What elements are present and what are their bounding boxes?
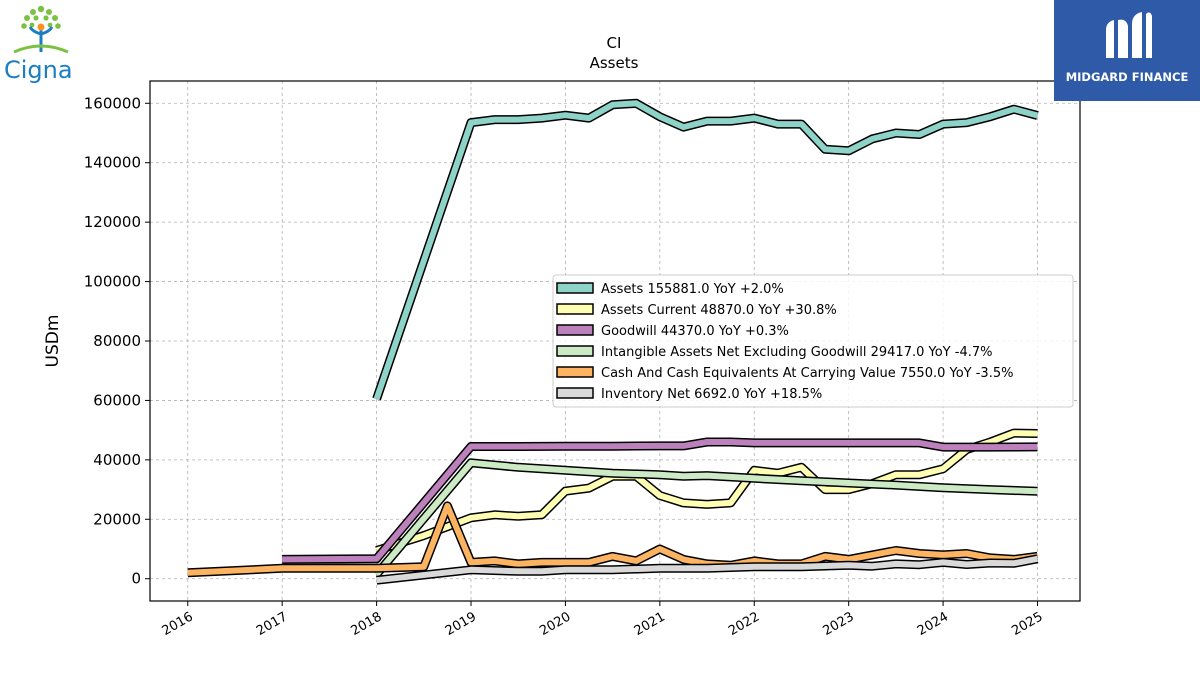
series-core xyxy=(374,459,1038,577)
x-tick-label: 2019 xyxy=(443,609,479,639)
midgard-logo-text: MIDGARD FINANCE xyxy=(1065,70,1189,84)
legend-entry: Goodwill 44370.0 YoY +0.3% xyxy=(601,324,789,339)
chart-subtitle: Assets xyxy=(590,54,639,72)
cigna-tree-icon xyxy=(13,5,69,54)
series-core xyxy=(187,502,1038,576)
cigna-logo: Cigna xyxy=(0,0,90,95)
x-tick-label: 2024 xyxy=(915,609,951,639)
series-core xyxy=(282,439,1038,563)
series-line-5 xyxy=(376,554,1039,585)
x-tick-label: 2020 xyxy=(537,609,573,639)
midgard-finance-logo: MIDGARD FINANCE xyxy=(1054,0,1200,101)
y-axis-label: USDm xyxy=(43,315,63,368)
y-tick-label: 60000 xyxy=(93,391,141,409)
legend-entry: Assets Current 48870.0 YoY +30.8% xyxy=(601,303,837,318)
x-tick-label: 2017 xyxy=(254,609,290,639)
series-core xyxy=(375,430,1038,554)
x-tick-label: 2016 xyxy=(160,609,196,639)
legend-swatch xyxy=(556,282,594,294)
legend-swatch xyxy=(556,345,594,357)
y-tick-label: 40000 xyxy=(93,451,141,469)
midgard-emblem-icon xyxy=(1106,12,1152,59)
legend-swatch xyxy=(556,303,594,315)
legend: Assets 155881.0 YoY +2.0% Assets Current … xyxy=(552,274,1074,408)
legend-entry: Intangible Assets Net Excluding Goodwill… xyxy=(601,345,992,360)
cigna-logo-text: Cigna xyxy=(4,56,73,84)
x-tick-label: 2018 xyxy=(348,609,384,639)
y-tick-label: 0 xyxy=(131,570,141,588)
y-tick-label: 140000 xyxy=(84,154,141,172)
x-tick-label: 2021 xyxy=(632,609,668,639)
series-line-1 xyxy=(375,428,1038,555)
x-tick-label: 2023 xyxy=(821,609,857,639)
legend-entry: Cash And Cash Equivalents At Carrying Va… xyxy=(601,366,1013,381)
y-tick-label: 120000 xyxy=(84,213,141,231)
legend-entry: Assets 155881.0 YoY +2.0% xyxy=(601,282,784,297)
series-core xyxy=(373,100,1039,400)
y-tick-label: 20000 xyxy=(93,510,141,528)
legend-swatch xyxy=(556,366,594,378)
series-line-3 xyxy=(373,458,1038,578)
legend-entry: Inventory Net 6692.0 YoY +18.5% xyxy=(601,387,822,402)
y-tick-label: 80000 xyxy=(93,332,141,350)
legend-swatch xyxy=(556,387,594,399)
series-core xyxy=(376,555,1039,584)
chart-title: CI xyxy=(607,34,622,52)
y-tick-label: 100000 xyxy=(84,273,141,291)
x-tick-label: 2022 xyxy=(726,609,762,639)
series-line-4 xyxy=(187,501,1039,578)
legend-swatch xyxy=(556,324,594,336)
plot-area xyxy=(187,98,1039,585)
x-tick-label: 2025 xyxy=(1009,609,1045,639)
series-line-0 xyxy=(372,98,1039,401)
legend-box xyxy=(552,274,1074,408)
series-line-2 xyxy=(282,437,1038,564)
y-tick-label: 160000 xyxy=(84,94,141,112)
